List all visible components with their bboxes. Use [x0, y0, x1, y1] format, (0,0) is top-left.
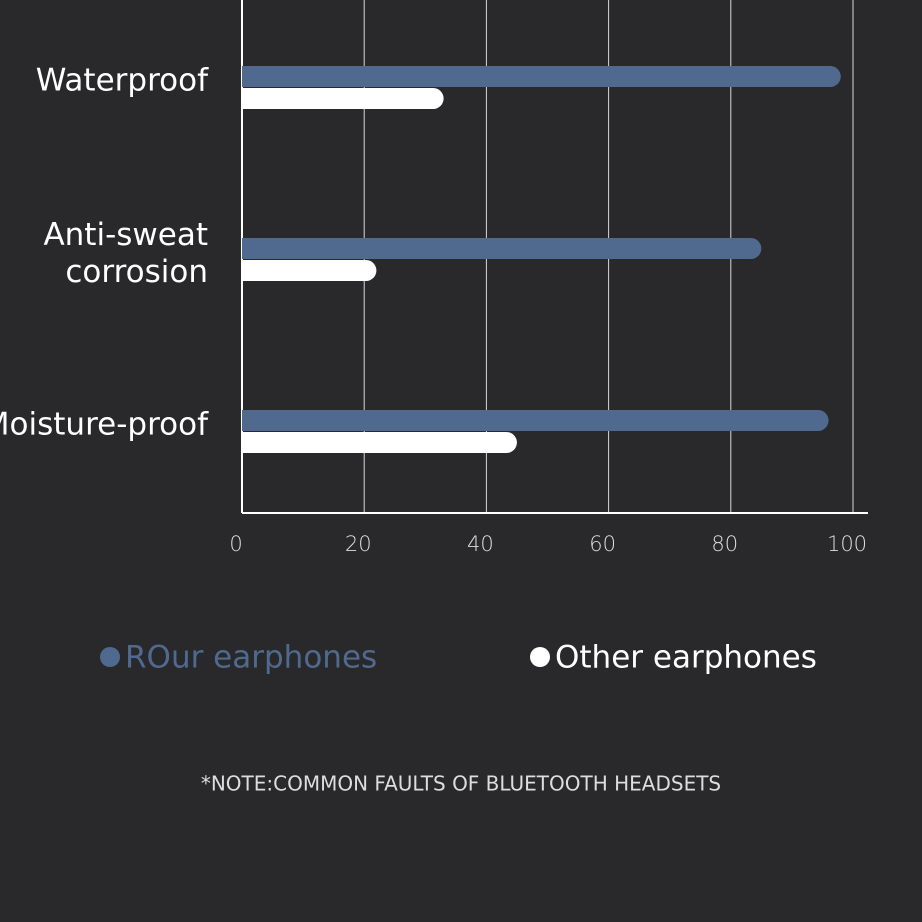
bar	[242, 238, 762, 259]
note: *NOTE:COMMON FAULTS OF BLUETOOTH HEADSET…	[201, 772, 721, 796]
y-tick-label: Waterproof	[36, 63, 209, 99]
y-tick-label: Moisture-proof	[0, 407, 209, 443]
bar	[242, 260, 377, 281]
label-line: corrosion	[65, 254, 208, 290]
bar	[242, 410, 829, 431]
label-line: Anti-sweat	[43, 217, 208, 253]
bar	[242, 88, 444, 109]
bar	[242, 66, 841, 87]
legend-label: Other earphones	[555, 640, 817, 676]
legend-label: ROur earphones	[125, 640, 377, 676]
x-tick-label: 40	[467, 532, 494, 556]
y-tick-label: Anti-sweat corrosion	[43, 217, 208, 290]
x-tick-label: 0	[229, 532, 242, 556]
x-tick-label: 80	[711, 532, 738, 556]
x-tick-label: 100	[827, 532, 867, 556]
legend-marker	[530, 647, 550, 667]
x-tick-label: 20	[345, 532, 372, 556]
legend-marker	[100, 647, 120, 667]
bar	[242, 432, 517, 453]
x-tick-label: 60	[589, 532, 616, 556]
